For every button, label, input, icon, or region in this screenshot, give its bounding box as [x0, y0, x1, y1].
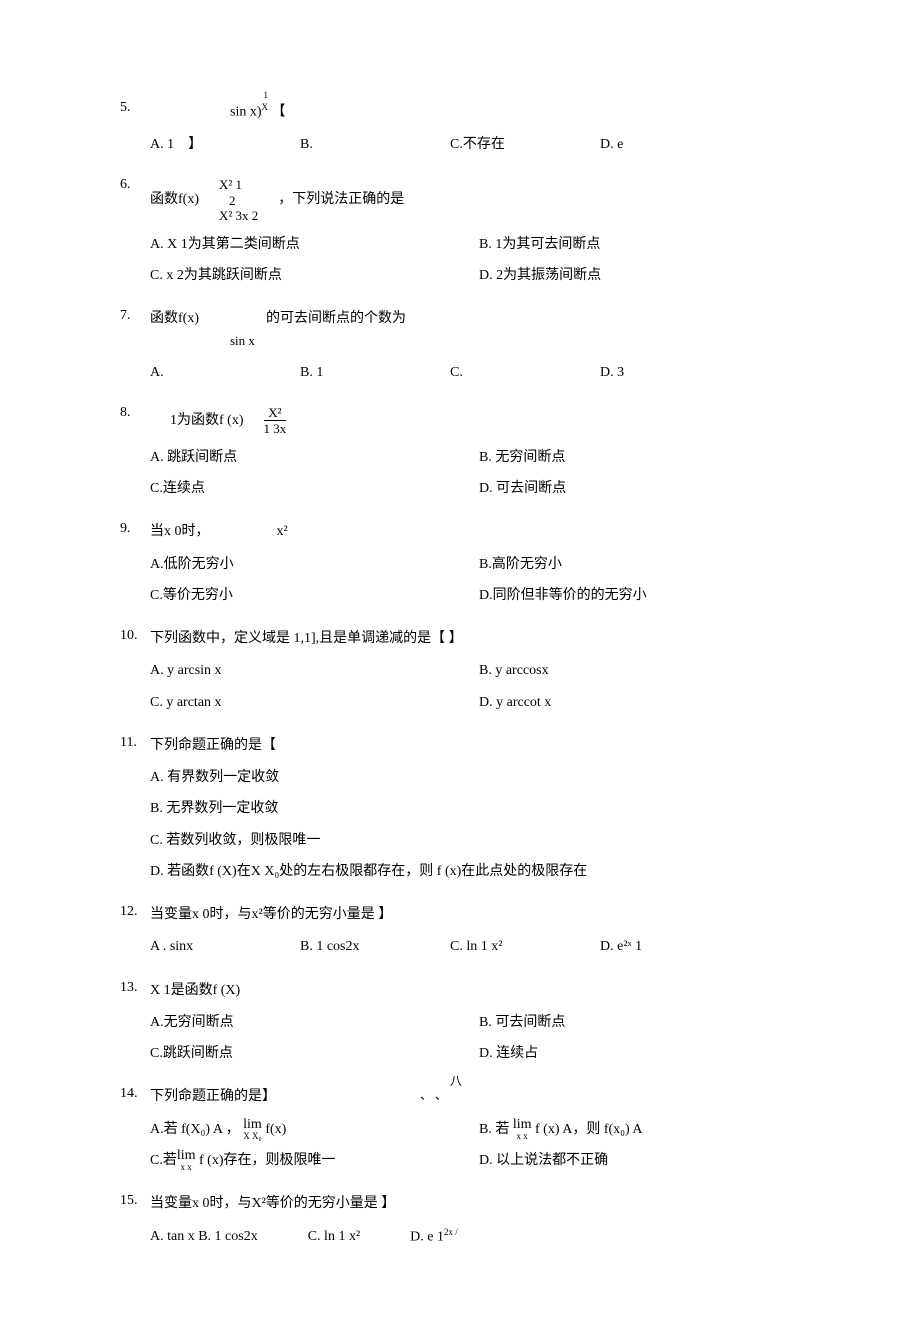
- options: A. 有界数列一定收敛 B. 无界数列一定收敛 C. 若数列收敛，则极限唯一 D…: [150, 765, 800, 884]
- option-b: B. 可去间断点: [479, 1010, 778, 1035]
- option-a: A. 有界数列一定收敛: [150, 765, 800, 790]
- options: A . sinx B. 1 cos2x C. ln 1 x² D. e²ˣ 1: [150, 934, 800, 959]
- options: A.无穷间断点 B. 可去间断点 C.跳跃间断点 D. 连续占: [150, 1010, 800, 1066]
- question-stem: 1为函数f (x) X² 1 3x: [150, 405, 800, 437]
- question-stem: sin x)1X 【: [230, 100, 800, 124]
- option-c: C. x 2为其跳跃间断点: [150, 263, 449, 288]
- question-stem: 函数f(x) X² 1 2 X² 3x 2 ，下列说法正确的是: [150, 177, 800, 224]
- question-7: 7. 函数f(x) 的可去间断点的个数为 sin x A. B. 1 C. D.…: [120, 308, 800, 390]
- option-d: D. 3: [600, 360, 720, 385]
- question-stem: 当变量x 0时，与X²等价的无穷小量是 】: [150, 1193, 800, 1215]
- option-c: C. ln 1 x²: [308, 1224, 360, 1250]
- option-b: B. y arccosx: [479, 658, 778, 683]
- option-a: A. 1 】: [150, 132, 270, 157]
- option-a: A. X 1为其第二类间断点: [150, 232, 449, 257]
- question-stem: 下列函数中，定义域是 1,1],且是单调递减的是【 】: [150, 628, 800, 650]
- option-d: D. e²ˣ 1: [600, 934, 720, 959]
- option-b: B. 无穷间断点: [479, 445, 778, 470]
- question-5: 5. sin x)1X 【 A. 1 】 B. C.不存在 D. e: [120, 100, 800, 163]
- option-a: A. y arcsin x: [150, 658, 449, 683]
- option-a: A . sinx: [150, 934, 270, 959]
- option-a: A.低阶无穷小: [150, 552, 449, 577]
- question-number: 5.: [120, 100, 150, 116]
- question-13: 13. X 1是函数f (X) A.无穷间断点 B. 可去间断点 C.跳跃间断点…: [120, 980, 800, 1073]
- options: A.低阶无穷小 B.高阶无穷小 C.等价无穷小 D.同阶但非等价的的无穷小: [150, 552, 800, 608]
- option-d: D.同阶但非等价的的无穷小: [479, 583, 778, 608]
- option-c: C. y arctan x: [150, 690, 449, 715]
- option-a: A. 跳跃间断点: [150, 445, 449, 470]
- option-d: D. y arccot x: [479, 690, 778, 715]
- option-a: A.无穷间断点: [150, 1010, 449, 1035]
- option-a: A.若 f(X₀) A ， lim X X₀ f(x): [150, 1117, 449, 1142]
- question-12: 12. 当变量x 0时，与x²等价的无穷小量是 】 A . sinx B. 1 …: [120, 904, 800, 966]
- question-stem: 下列命题正确的是】 八 、 、: [150, 1086, 800, 1108]
- option-d: D. 连续占: [479, 1041, 778, 1066]
- option-b: B.: [300, 132, 420, 157]
- option-d: D. 以上说法都不正确: [479, 1148, 778, 1173]
- options: A. tan x B. 1 cos2x C. ln 1 x² D. e 12x …: [150, 1224, 800, 1250]
- question-6: 6. 函数f(x) X² 1 2 X² 3x 2 ，下列说法正确的是 A. X …: [120, 177, 800, 294]
- option-c: C. ln 1 x²: [450, 934, 570, 959]
- question-number: 6.: [120, 177, 150, 193]
- option-c: C. 若数列收敛，则极限唯一: [150, 828, 800, 853]
- question-stem: 函数f(x) 的可去间断点的个数为 sin x: [150, 308, 800, 351]
- question-stem: 当变量x 0时，与x²等价的无穷小量是 】: [150, 904, 800, 926]
- question-10: 10. 下列函数中，定义域是 1,1],且是单调递减的是【 】 A. y arc…: [120, 628, 800, 721]
- option-c: C.: [450, 360, 570, 385]
- option-d: D. e: [600, 132, 720, 157]
- question-9: 9. 当x 0时， x² A.低阶无穷小 B.高阶无穷小 C.等价无穷小 D.同…: [120, 521, 800, 614]
- options: A. y arcsin x B. y arccosx C. y arctan x…: [150, 658, 800, 714]
- question-number: 10.: [120, 628, 150, 644]
- question-8: 8. 1为函数f (x) X² 1 3x A. 跳跃间断点 B. 无穷间断点 C…: [120, 405, 800, 508]
- question-stem: 当x 0时， x²: [150, 521, 800, 543]
- option-c: C.若 lim x x f (x)存在，则极限唯一: [150, 1148, 449, 1173]
- option-c: C.不存在: [450, 132, 570, 157]
- option-b: B. 无界数列一定收敛: [150, 796, 800, 821]
- options: A. 1 】 B. C.不存在 D. e: [150, 132, 800, 157]
- option-b: B. 若 lim x x f (x) A，则 f(x₀) A: [479, 1117, 778, 1142]
- question-number: 12.: [120, 904, 150, 920]
- option-b: B. 1: [300, 360, 420, 385]
- options: A. B. 1 C. D. 3: [150, 360, 800, 385]
- option-d: D. 若函数f (X)在X X₀处的左右极限都存在，则 f (x)在此点处的极限…: [150, 859, 800, 884]
- options: A. X 1为其第二类间断点 B. 1为其可去间断点 C. x 2为其跳跃间断点…: [150, 232, 800, 288]
- question-number: 11.: [120, 735, 150, 751]
- question-stem: X 1是函数f (X): [150, 980, 800, 1002]
- option-c: C.连续点: [150, 476, 449, 501]
- options: A. 跳跃间断点 B. 无穷间断点 C.连续点 D. 可去间断点: [150, 445, 800, 501]
- question-14: 14. 下列命题正确的是】 八 、 、 A.若 f(X₀) A ， lim X …: [120, 1086, 800, 1179]
- option-a: A.: [150, 360, 270, 385]
- question-stem: 下列命题正确的是【: [150, 735, 800, 757]
- option-ab: A. tan x B. 1 cos2x: [150, 1224, 258, 1250]
- question-15: 15. 当变量x 0时，与X²等价的无穷小量是 】 A. tan x B. 1 …: [120, 1193, 800, 1255]
- question-number: 8.: [120, 405, 150, 421]
- option-b: B. 1为其可去间断点: [479, 232, 778, 257]
- option-d: D. 2为其振荡间断点: [479, 263, 778, 288]
- option-b: B.高阶无穷小: [479, 552, 778, 577]
- option-c: C.跳跃间断点: [150, 1041, 449, 1066]
- options: A.若 f(X₀) A ， lim X X₀ f(x) B. 若 lim x x…: [150, 1117, 800, 1173]
- option-c: C.等价无穷小: [150, 583, 449, 608]
- question-number: 14.: [120, 1086, 150, 1102]
- question-number: 7.: [120, 308, 150, 324]
- question-number: 9.: [120, 521, 150, 537]
- question-11: 11. 下列命题正确的是【 A. 有界数列一定收敛 B. 无界数列一定收敛 C.…: [120, 735, 800, 890]
- question-number: 15.: [120, 1193, 150, 1209]
- option-b: B. 1 cos2x: [300, 934, 420, 959]
- option-d: D. e 12x /: [410, 1224, 458, 1250]
- question-number: 13.: [120, 980, 150, 996]
- option-d: D. 可去间断点: [479, 476, 778, 501]
